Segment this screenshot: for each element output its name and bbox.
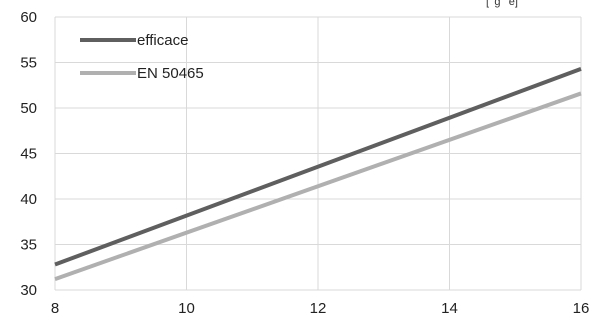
- y-tick-label-35: 35: [20, 237, 37, 254]
- series-line-1: [54, 66, 582, 267]
- y-tick-label-40: 40: [20, 191, 37, 208]
- legend: efficace EN 50465: [80, 32, 204, 82]
- series-lines: [54, 66, 582, 281]
- header-fragment-text: [ g e]: [486, 0, 518, 8]
- y-tick-label-50: 50: [20, 100, 37, 117]
- y-tick-label-60: 60: [20, 9, 37, 26]
- y-tick-label-55: 55: [20, 55, 37, 72]
- x-tick-label-14: 14: [441, 300, 458, 317]
- x-tick-label-16: 16: [573, 300, 590, 317]
- grid: [54, 16, 582, 291]
- legend-label-1: efficace: [137, 32, 188, 49]
- x-tick-label-8: 8: [51, 300, 59, 317]
- x-axis-tick-labels: 8 10 12 14 16: [51, 300, 590, 317]
- x-tick-label-10: 10: [178, 300, 195, 317]
- legend-label-2: EN 50465: [137, 65, 204, 82]
- y-axis-tick-labels: 30 35 40 45 50 55 60: [20, 9, 37, 299]
- series-line-2: [54, 91, 582, 281]
- y-tick-label-45: 45: [20, 146, 37, 163]
- x-tick-label-12: 12: [310, 300, 327, 317]
- y-tick-label-30: 30: [20, 282, 37, 299]
